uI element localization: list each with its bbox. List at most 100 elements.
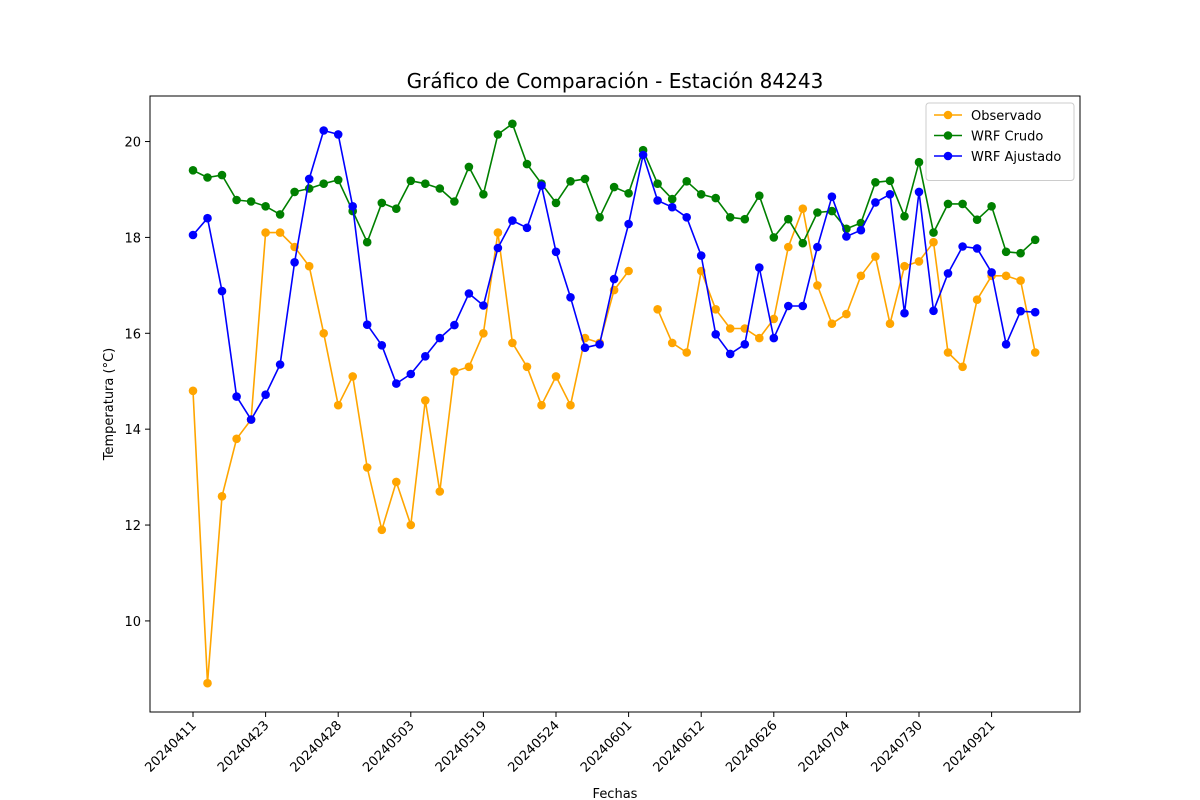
data-point [914,157,924,167]
data-point [943,348,953,357]
data-point [725,213,735,222]
data-point [188,386,198,396]
data-point [566,177,575,186]
data-point [972,244,982,253]
data-point [856,271,866,281]
data-point [464,289,474,298]
y-tick-label: 20 [124,136,141,151]
data-point [421,352,430,361]
data-point [566,400,575,410]
data-point [304,174,314,184]
data-point [784,214,793,224]
data-point [406,176,416,186]
data-point [1001,340,1011,349]
data-point [551,198,561,208]
data-point [566,293,575,302]
data-point [261,202,270,211]
y-axis-label: Temperatura (°C) [102,348,117,461]
data-point [871,178,880,187]
data-point [667,338,677,348]
data-point [203,173,212,182]
data-point [769,314,779,324]
data-point [943,199,953,209]
data-point [929,237,938,247]
x-tick-label: 20240612 [651,718,708,775]
data-point [421,179,430,188]
data-point [493,228,503,237]
data-point [464,362,474,372]
data-point [290,258,299,267]
data-point [958,199,967,209]
data-point [682,348,691,357]
plot-frame [149,95,1081,713]
data-point [319,329,329,338]
data-point [972,215,982,224]
data-point [755,263,764,272]
data-point [348,372,358,381]
data-point [885,319,895,329]
data-point [1030,348,1040,357]
data-point [813,281,822,290]
data-point [856,225,866,235]
data-point [711,305,720,314]
data-point [275,210,285,219]
data-point [421,396,430,405]
data-point [725,324,735,333]
data-point [508,119,517,129]
x-tick-label: 20240524 [505,718,562,775]
data-point [188,166,198,175]
data-point [522,159,532,169]
y-tick-label: 16 [124,327,141,342]
data-point [479,301,488,310]
data-point [595,213,604,222]
data-point [653,305,662,314]
data-point [624,266,633,276]
data-point [217,286,227,296]
legend: Observado WRF Crudo WRF Ajustado [925,102,1075,181]
data-point [464,162,474,172]
data-point [406,369,416,379]
y-tick-label: 10 [124,615,141,630]
data-point [842,232,851,241]
data-point [711,330,720,339]
data-point [551,247,561,257]
data-point [900,212,909,221]
data-point [725,349,735,359]
x-tick-label: 20240704 [796,718,853,775]
data-point [784,301,793,311]
data-point [653,196,662,205]
data-point [551,372,561,381]
data-point [1016,248,1025,258]
data-point [450,320,459,330]
data-point [493,130,503,139]
data-point [740,214,750,224]
data-point [377,198,387,208]
data-point [1001,247,1011,257]
data-point [871,198,880,207]
data-point [319,126,329,135]
data-point [508,216,517,225]
data-point [929,306,938,316]
data-point [246,415,256,424]
y-tick-label: 14 [124,423,141,438]
data-point [1016,276,1025,285]
data-point [1030,235,1040,245]
data-point [580,174,590,184]
legend-marker [943,151,953,161]
legend-entry: Observado [934,109,1042,124]
y-tick-label: 18 [124,231,141,246]
data-point [275,360,285,369]
x-tick-label: 20240428 [288,718,345,775]
data-point [914,257,924,266]
legend-marker [943,131,953,140]
data-point [319,179,329,188]
data-point [914,187,924,197]
data-point [609,274,619,284]
data-point [537,181,546,190]
data-point [392,204,401,213]
data-point [842,309,851,319]
data-point [682,177,691,186]
x-tick-label: 20240423 [215,718,272,775]
data-point [711,193,720,203]
data-point [362,237,372,247]
